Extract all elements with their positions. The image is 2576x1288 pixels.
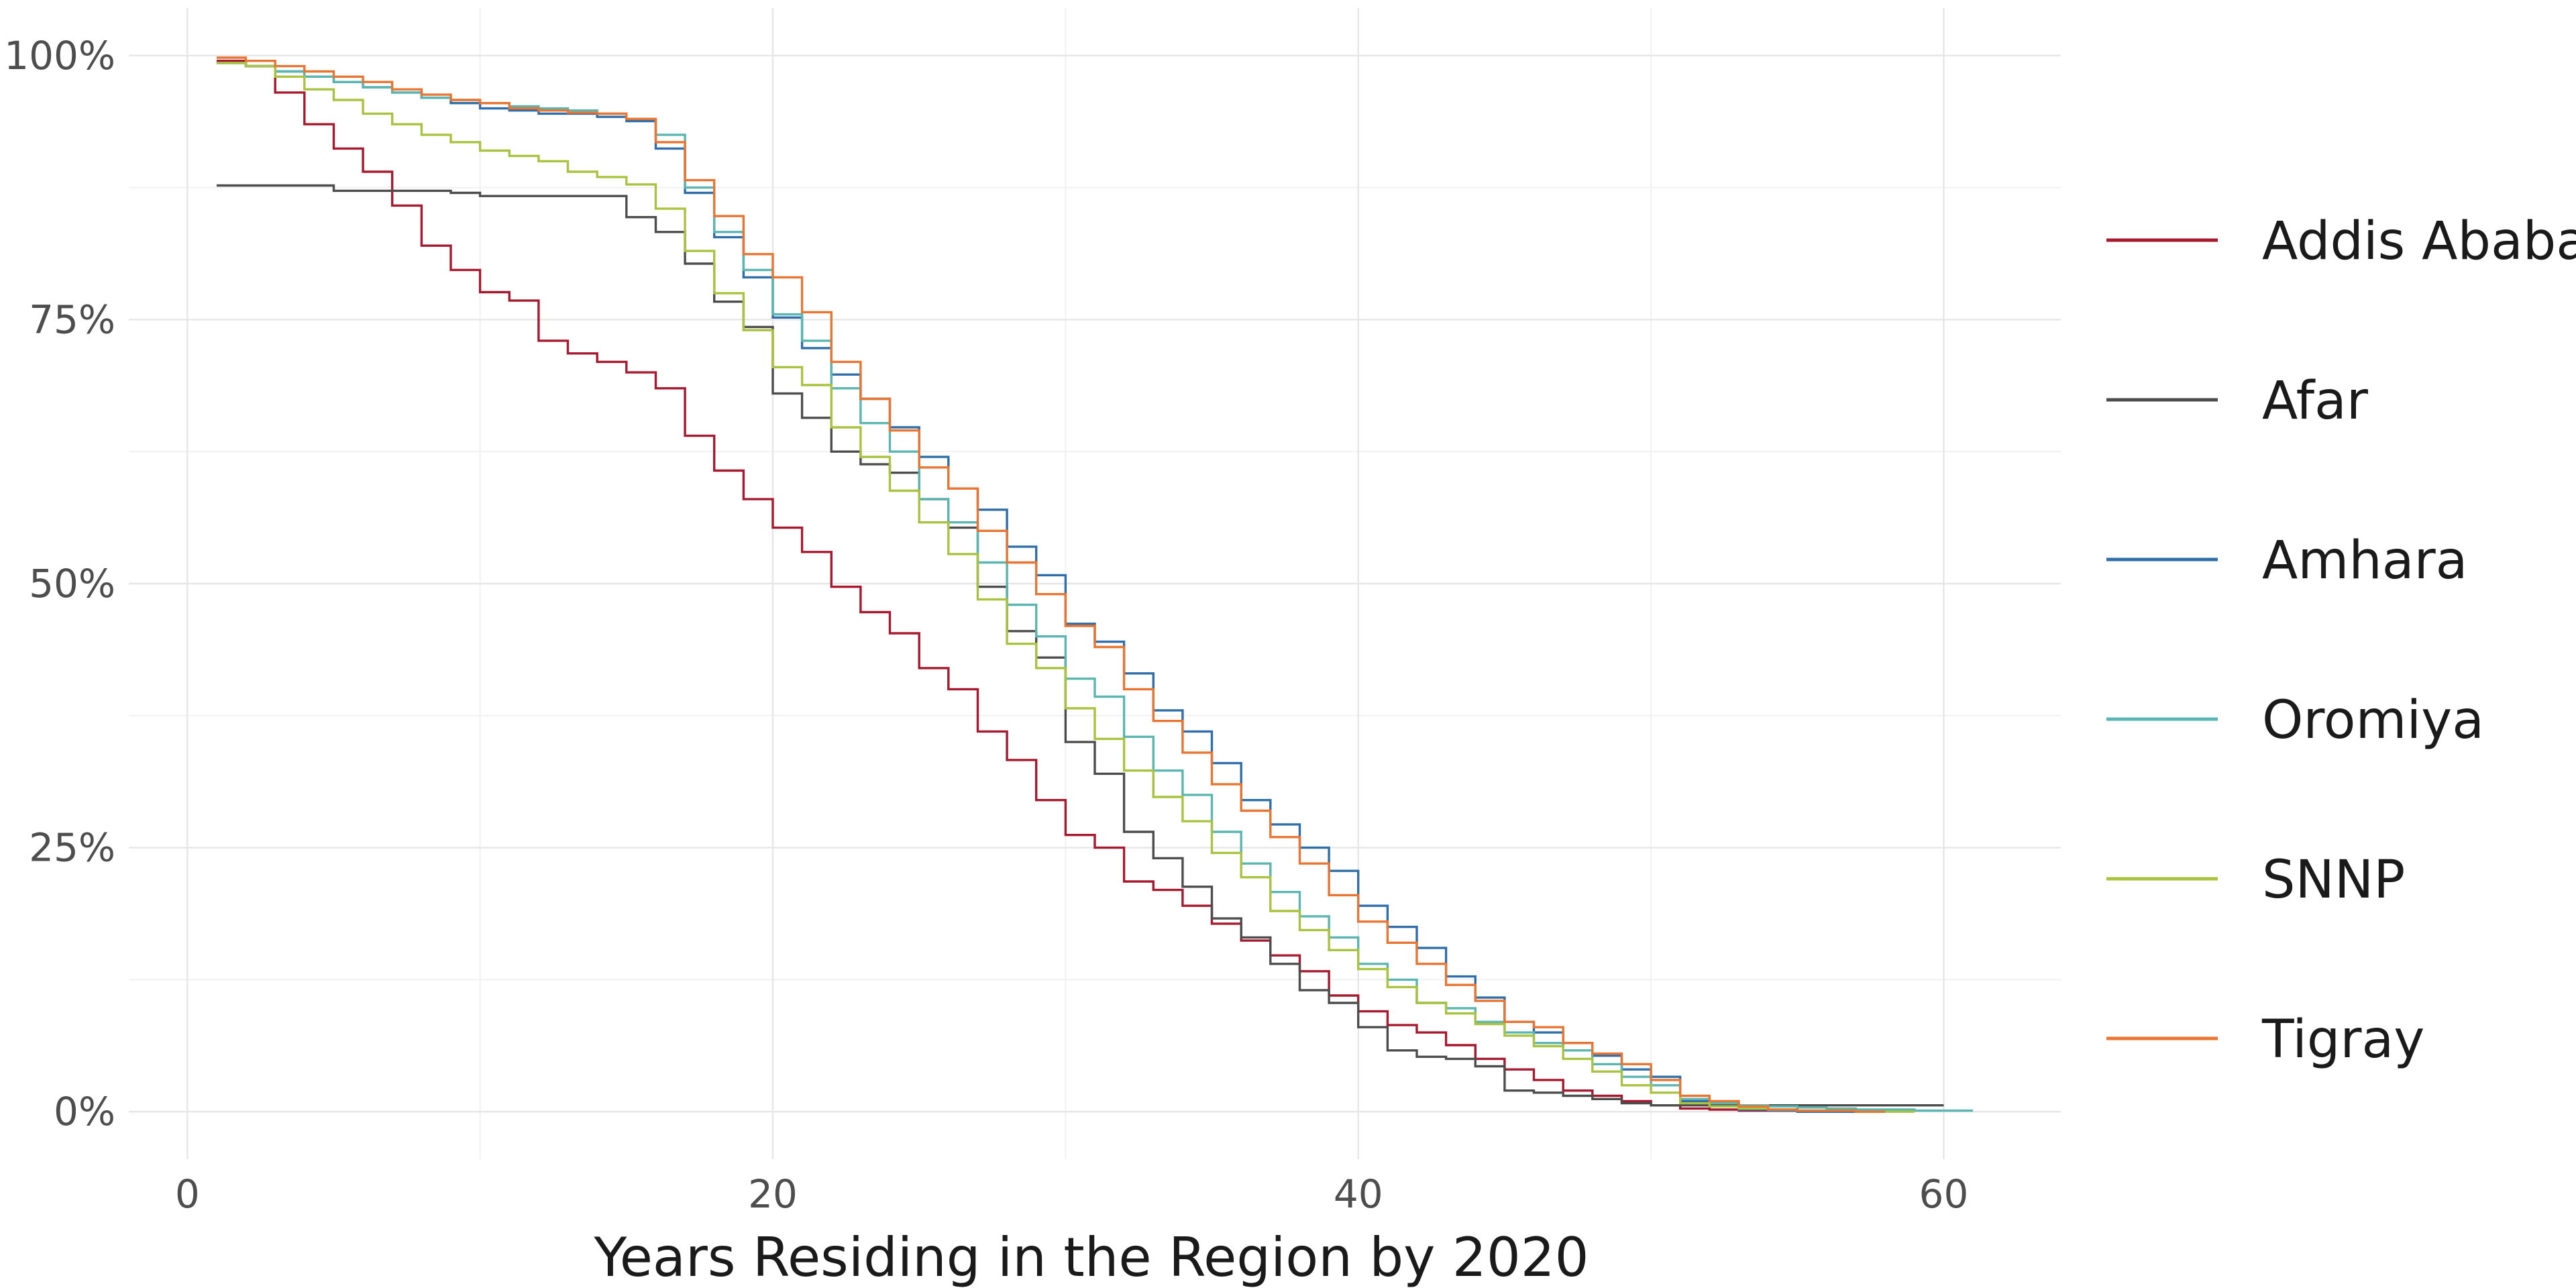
legend-label-afar: Afar [2262, 371, 2369, 431]
y-tick-label: 25% [29, 825, 115, 871]
y-axis-ticks: 0% 25% 50% 75% 100% [4, 33, 115, 1134]
x-tick-label: 0 [175, 1171, 200, 1217]
x-tick-label: 20 [748, 1171, 798, 1217]
y-tick-label: 100% [4, 33, 115, 78]
series-layer [216, 56, 1974, 1113]
x-tick-label: 40 [1334, 1171, 1383, 1217]
legend-label-amhara: Amhara [2262, 531, 2467, 591]
legend-label-oromiya: Oromiya [2262, 690, 2484, 751]
y-tick-label: 0% [54, 1089, 115, 1134]
x-axis-ticks: 0 20 40 60 [175, 1171, 1969, 1217]
series-line-addis-ababa [216, 60, 1886, 1113]
legend-label-addis-ababa: Addis Ababa [2262, 211, 2576, 272]
y-tick-label: 75% [29, 297, 115, 342]
series-line-afar [216, 184, 1944, 1107]
x-tick-label: 60 [1919, 1171, 1969, 1217]
grid [129, 8, 2061, 1159]
y-tick-label: 50% [29, 561, 115, 606]
series-line-snnp [216, 62, 1915, 1113]
legend-label-snnp: SNNP [2262, 850, 2405, 910]
legend: Addis Ababa Afar Amhara Oromiya SNNP Tigray [2106, 211, 2576, 1070]
x-axis-title: Years Residing in the Region by 2020 [593, 1226, 1589, 1288]
legend-label-tigray: Tigray [2261, 1010, 2424, 1070]
series-line-tigray [216, 56, 1886, 1113]
